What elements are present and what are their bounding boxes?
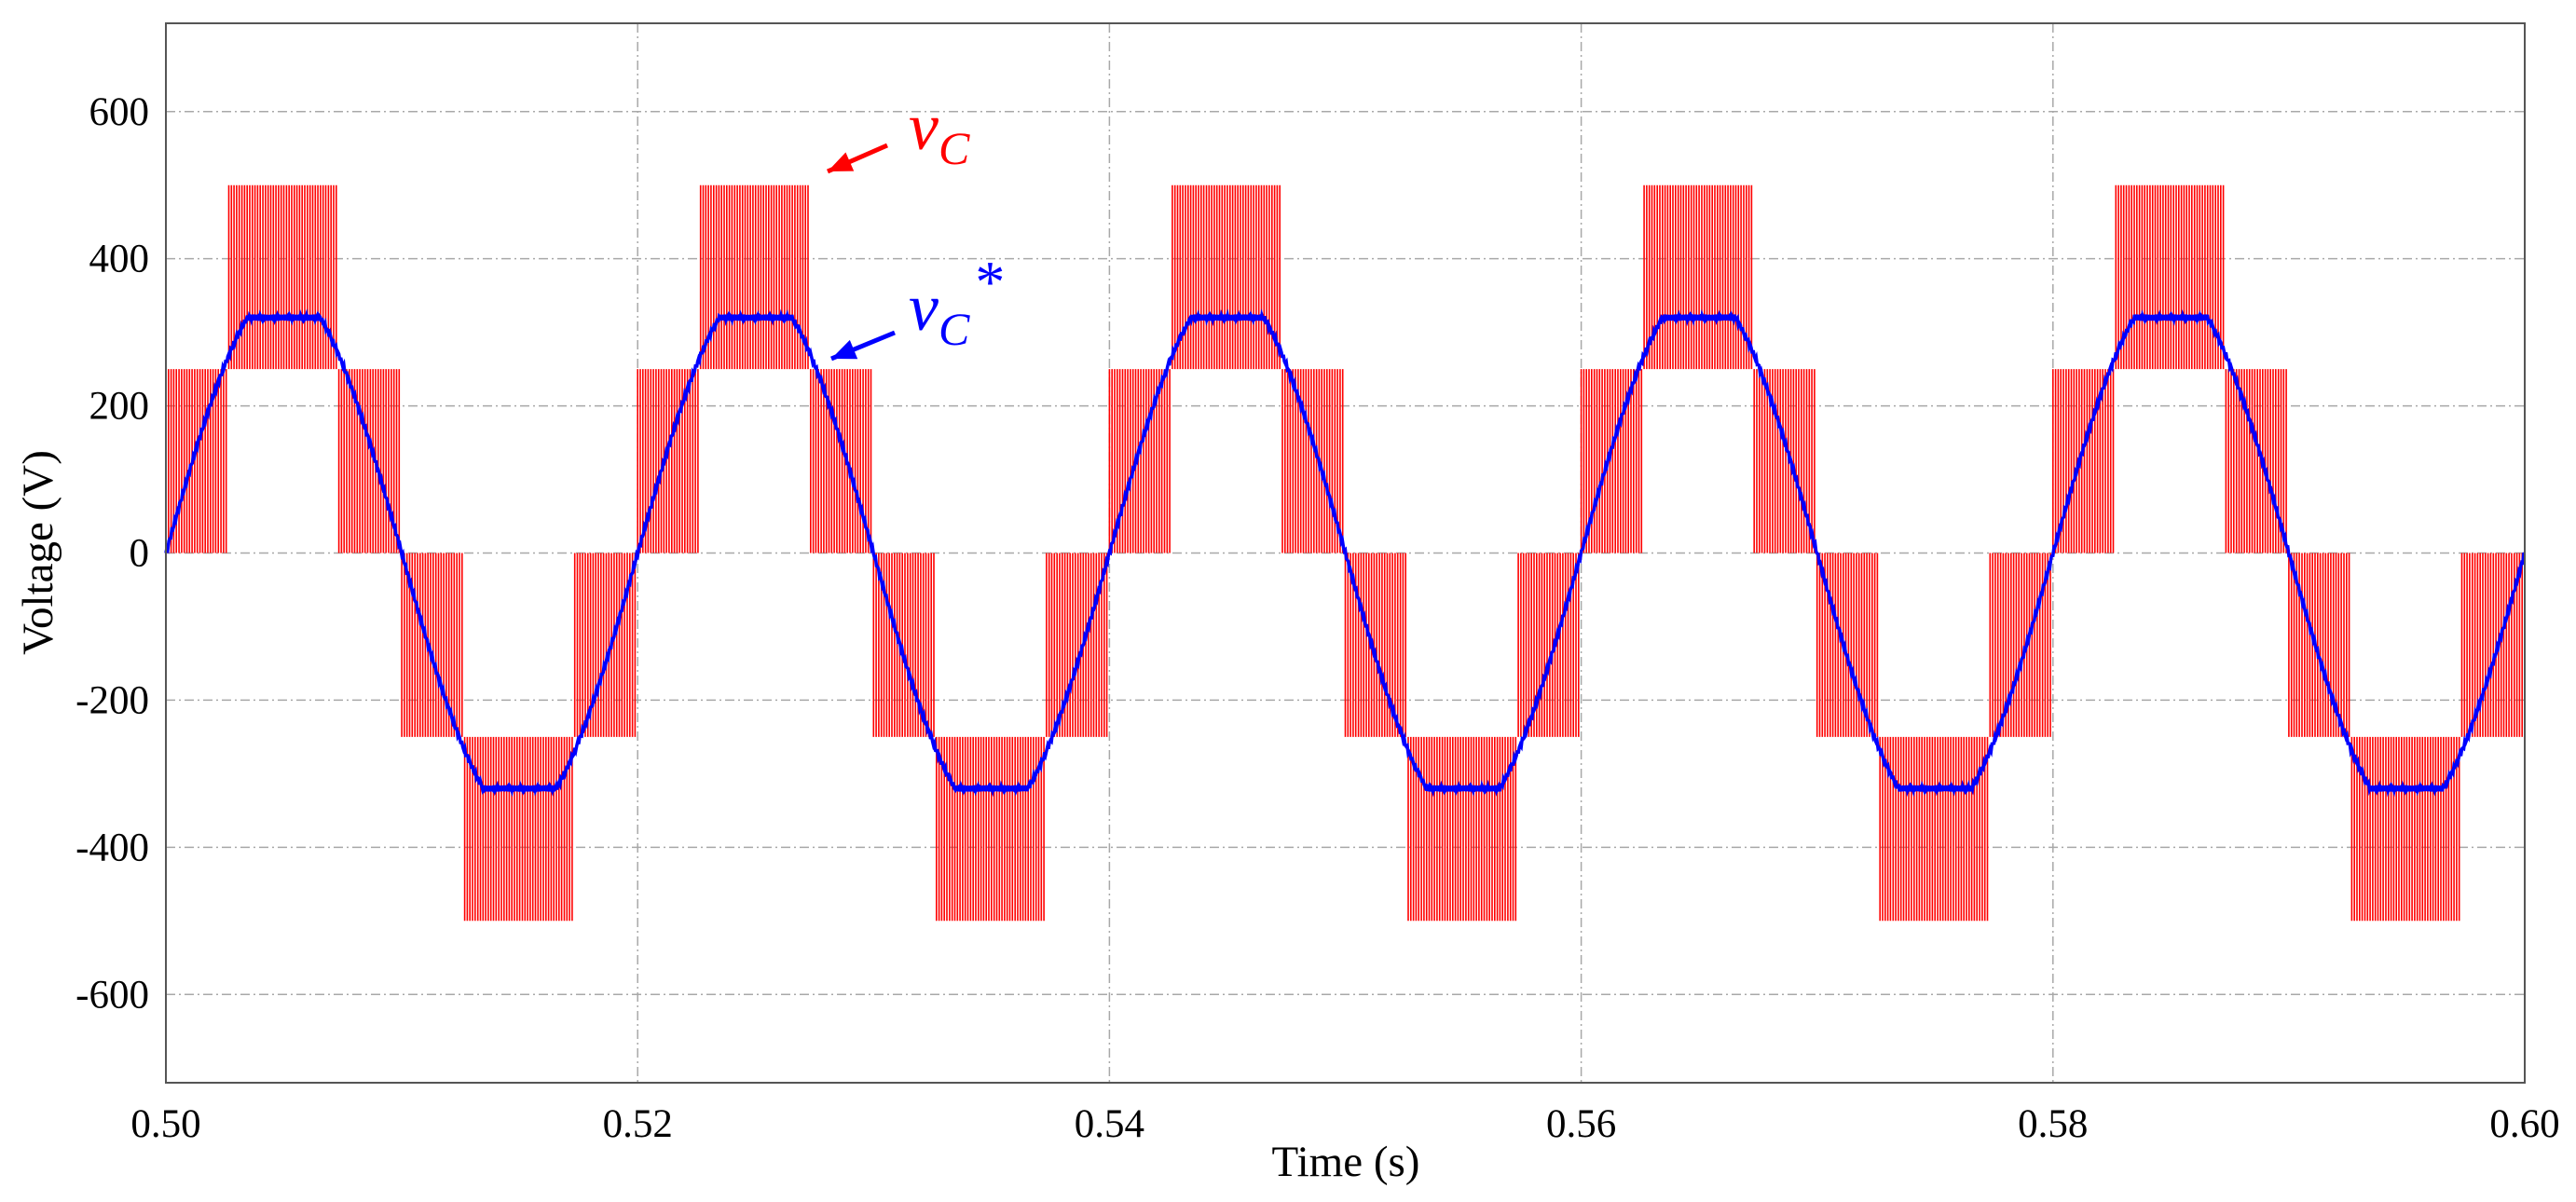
y-tick-label: 0	[130, 532, 150, 576]
vc-annotation-arrow-head	[828, 152, 855, 171]
vc-ref-annotation-label: vC*	[909, 249, 1005, 355]
y-tick-label: -200	[75, 678, 149, 722]
y-tick-label: -400	[75, 826, 149, 869]
x-tick-label: 0.54	[1075, 1102, 1144, 1146]
vc-annotation: vC	[826, 89, 970, 174]
y-tick-labels: -600 -400 -200 0 200 400 600	[75, 90, 149, 1018]
series-vc-ref	[164, 308, 2526, 798]
annotations: vC vC*	[826, 89, 1005, 362]
y-tick-label: 200	[89, 385, 150, 429]
x-tick-label: 0.58	[2018, 1102, 2088, 1146]
vc-ref-annotation-arrow-head	[831, 339, 858, 360]
x-axis-label: Time (s)	[1272, 1138, 1420, 1186]
vc-ref-trace	[164, 308, 2526, 798]
x-tick-label: 0.56	[1546, 1102, 1616, 1146]
plot-frame	[165, 22, 2526, 1084]
x-tick-labels: 0.50 0.52 0.54 0.56 0.58 0.60	[130, 1102, 2559, 1146]
y-axis-label: Voltage (V)	[14, 450, 62, 655]
x-tick-label: 0.60	[2489, 1102, 2559, 1146]
x-tick-label: 0.52	[603, 1102, 673, 1146]
vc-annotation-label: vC	[909, 89, 970, 174]
y-tick-label: -600	[75, 973, 149, 1017]
y-tick-label: 400	[89, 238, 150, 281]
x-tick-label: 0.50	[130, 1102, 200, 1146]
y-tick-label: 600	[89, 90, 150, 134]
vc-ref-annotation: vC*	[830, 249, 1005, 362]
